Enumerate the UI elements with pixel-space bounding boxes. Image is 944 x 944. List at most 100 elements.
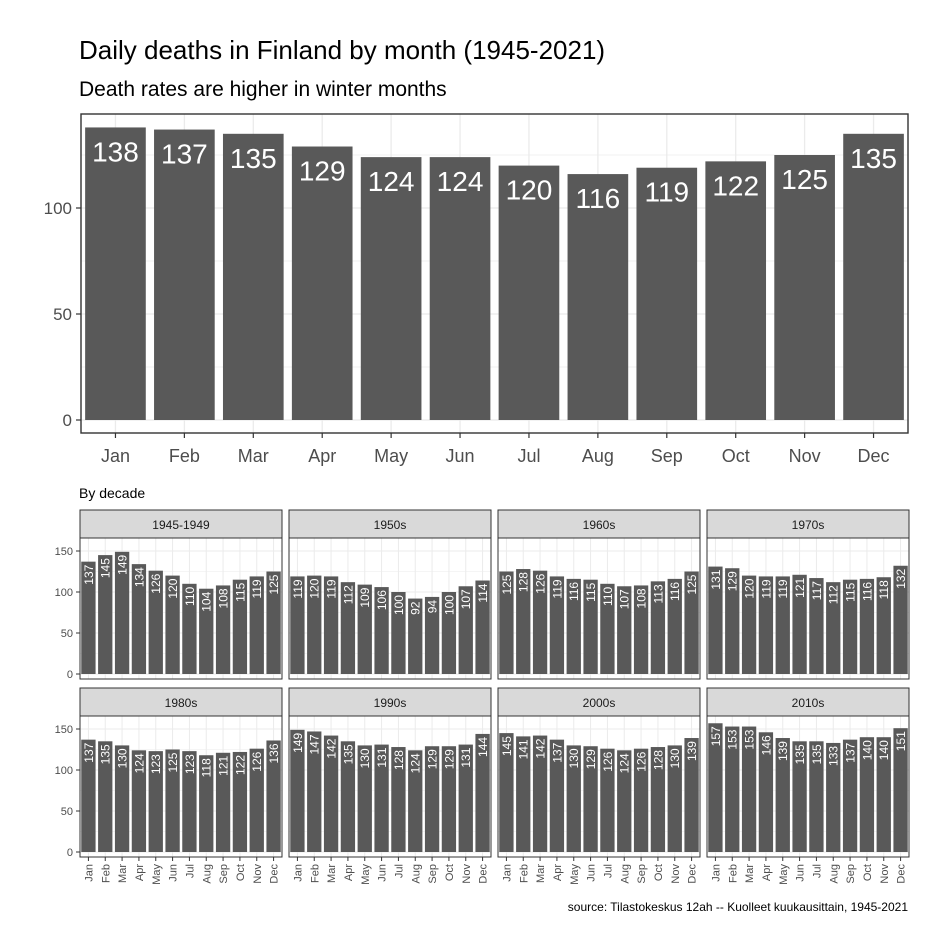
facet-data-label: 124: [409, 753, 423, 773]
facet-bar: [725, 568, 740, 674]
y-tick-label: 0: [67, 847, 73, 859]
facet-data-label: 116: [860, 582, 874, 601]
facet-bar: [516, 736, 531, 852]
facet-data-label: 100: [442, 595, 456, 615]
facet-bar: [583, 579, 598, 674]
facet-data-label: 139: [685, 741, 699, 761]
facet-data-label: 136: [267, 743, 281, 763]
facet-data-label: 137: [82, 564, 96, 584]
facet-bar: [81, 739, 96, 852]
facet-data-label: 125: [685, 574, 699, 594]
bar-sep: [636, 167, 698, 420]
facet-bar: [441, 746, 457, 852]
facet-bar: [131, 750, 147, 852]
facet-bar: [357, 584, 372, 674]
x-tick-label: Dec: [687, 864, 699, 884]
facet-bar: [114, 551, 130, 674]
facet-bar: [374, 587, 389, 674]
facet-data-label: 125: [500, 574, 514, 594]
facet-border: [79, 537, 283, 680]
facet-data-label: 142: [325, 738, 339, 758]
bar-jul: [498, 165, 560, 420]
facet-bar: [81, 561, 96, 674]
facet-border: [79, 715, 283, 858]
facet-bar: [148, 570, 163, 674]
bar-aug: [567, 174, 629, 420]
facet-data-label: 133: [827, 746, 841, 766]
x-tick-label: Feb: [727, 864, 739, 883]
facet-bar: [725, 726, 740, 852]
y-tick-label: 50: [53, 305, 72, 324]
facet-background: [707, 538, 909, 679]
x-tick-label: Mar: [535, 864, 547, 883]
x-tick-label: Jun: [168, 864, 180, 882]
facet-strip: [706, 687, 910, 717]
facet-data-label: 118: [877, 580, 891, 599]
facet-data-label: 128: [392, 750, 406, 770]
facet-strip: [497, 509, 701, 539]
facet-data-label: 130: [358, 748, 372, 768]
y-tick-label: 150: [55, 724, 73, 736]
facet-strip-label: 2000s: [583, 696, 616, 710]
facet-bar: [617, 750, 632, 852]
facet-data-label: 115: [233, 582, 247, 601]
x-tick-label: Feb: [518, 864, 530, 883]
facet-data-label: 121: [793, 577, 807, 597]
y-tick-label: 100: [55, 587, 73, 599]
x-tick-label: Nov: [879, 864, 891, 884]
facet-bar: [98, 555, 113, 674]
facet-data-label: 120: [743, 578, 757, 598]
bar-feb: [154, 129, 215, 420]
facet-data-label: 126: [601, 751, 615, 771]
facet-bar: [98, 741, 113, 852]
facet-bar: [809, 741, 824, 852]
facet-bar: [232, 751, 248, 852]
facet-bar: [792, 741, 807, 852]
facet-bar: [809, 578, 824, 674]
facet-bar: [215, 585, 231, 674]
facet-data-label: 142: [534, 738, 548, 758]
facet-strip-label: 1990s: [374, 696, 407, 710]
facet-border: [288, 537, 492, 680]
facet-data-label: 118: [200, 758, 214, 777]
data-label: 135: [850, 143, 897, 174]
x-tick-label: Apr: [343, 864, 355, 881]
data-label: 124: [368, 166, 415, 197]
facet-bar: [826, 742, 841, 852]
y-tick-label: 0: [63, 411, 72, 430]
facet-strip: [497, 687, 701, 717]
facet-data-label: 120: [166, 578, 180, 598]
facet-bar: [708, 566, 723, 674]
data-label: 120: [506, 175, 553, 206]
x-tick-label: Aug: [582, 446, 614, 466]
facet-strip-label: 1945-1949: [152, 518, 210, 532]
facet-bar: [232, 579, 248, 674]
x-tick-label: May: [360, 864, 372, 885]
facet-bar: [617, 586, 632, 674]
facet-data-label: 146: [759, 735, 773, 755]
facet-bar: [859, 737, 875, 852]
facet-bar: [583, 746, 598, 852]
facet-data-label: 125: [267, 574, 281, 594]
facet-bar: [199, 588, 214, 674]
x-tick-label: Oct: [653, 864, 665, 881]
x-tick-label: Aug: [619, 864, 631, 884]
facet-bar: [842, 579, 858, 674]
x-tick-label: May: [569, 864, 581, 885]
x-tick-label: Oct: [862, 864, 874, 881]
facet-bar: [408, 598, 423, 674]
facet-bar: [758, 576, 774, 674]
x-tick-label: Mar: [238, 446, 269, 466]
data-label: 122: [712, 170, 759, 201]
x-tick-label: Apr: [552, 864, 564, 881]
facet-data-label: 129: [442, 749, 456, 769]
facet-bar: [532, 570, 548, 674]
facet-bar: [307, 575, 322, 674]
bar-mar: [222, 133, 284, 421]
x-tick-label: Jul: [184, 864, 196, 878]
